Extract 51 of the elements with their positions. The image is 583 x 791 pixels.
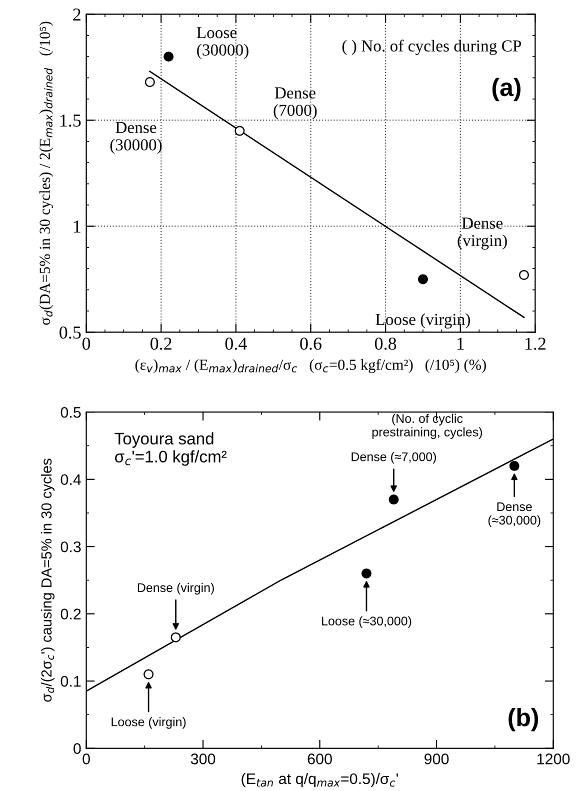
x-tick-label: 0.6 — [300, 338, 322, 350]
x-tick-label: 900 — [424, 754, 449, 764]
annotation: Dense (30000) — [110, 122, 162, 154]
x-axis-title: (E$_{tan}$ at q/q$_{max}$=0.5)/σ$_{c}$' — [242, 772, 398, 788]
annotation: Loose (≈30,000) — [322, 616, 412, 628]
x-tick-label: 600 — [308, 754, 332, 764]
annotation: (b) — [508, 708, 538, 732]
point — [361, 568, 372, 578]
y-tick-label: 2 — [73, 8, 80, 20]
x-tick-label: 0.4 — [225, 338, 247, 350]
point — [170, 632, 181, 642]
point — [509, 460, 520, 471]
point — [144, 77, 155, 88]
y-tick-label: 1.5 — [60, 114, 81, 127]
point — [164, 52, 174, 62]
annotation: Loose (virgin) — [112, 717, 186, 729]
y-axis-title: σ$_{d}$/(2σ$_{c}$') causing DA=5% in 30 cycles — [40, 458, 55, 702]
y-tick-label: 0.3 — [60, 541, 81, 552]
annotation: Dense (virgin) — [138, 582, 214, 595]
annotation: Dense (7000) — [274, 87, 317, 120]
point — [418, 274, 428, 284]
annotation: (a) — [492, 78, 520, 102]
annotation: Dense (≈7,000) — [352, 452, 436, 464]
x-tick-label: 300 — [190, 754, 216, 764]
annotation: ( ) No. of cycles during CP — [342, 40, 522, 56]
x-tick-label: 0 — [82, 338, 90, 350]
y-tick-label: 0.5 — [60, 406, 81, 418]
point — [388, 494, 399, 505]
annotation: Loose (30000) — [196, 27, 248, 60]
y-tick-label: 0.2 — [60, 608, 81, 620]
y-axis-title: σ$_{d}$(DA=5% in 30 cycles) / 2(E$_{max}$)$_{drained}$ (/10⁵) — [39, 22, 54, 325]
y-tick-label: 0.4 — [60, 474, 81, 486]
x-tick-label: 0.2 — [150, 338, 172, 350]
text: (ε$_{v}$)$_{max}$ / (E$_{max}$)$_{drained}$/σ$_{c}$ (σ$_{c}$=0.5 kgf/cm²) (/10⁵) (%) — [135, 359, 486, 374]
x-tick-label: 1.2 — [526, 338, 546, 350]
x-tick-label: 0.8 — [374, 338, 396, 350]
point — [144, 669, 154, 680]
y-tick-label: 0 — [74, 743, 81, 754]
annotation: Toyoura sand σ$_{c}$'=1.0 kgf/cm² — [114, 432, 227, 466]
annotation: Dense (≈30,000) — [488, 502, 540, 528]
annotation: Dense (virgin) — [458, 218, 507, 250]
annotation: Loose (virgin) — [376, 313, 470, 328]
x-tick-label: 1 — [457, 338, 464, 350]
point — [518, 270, 529, 280]
y-tick-label: 0.5 — [60, 326, 81, 339]
y-tick-label: 0.1 — [60, 676, 81, 687]
point — [234, 126, 245, 136]
x-tick-label: 1200 — [537, 754, 570, 764]
annotation: (No. of cyclic prestraining, cycles) — [372, 414, 482, 439]
y-tick-label: 1 — [74, 220, 80, 232]
x-tick-label: 0 — [82, 754, 90, 764]
